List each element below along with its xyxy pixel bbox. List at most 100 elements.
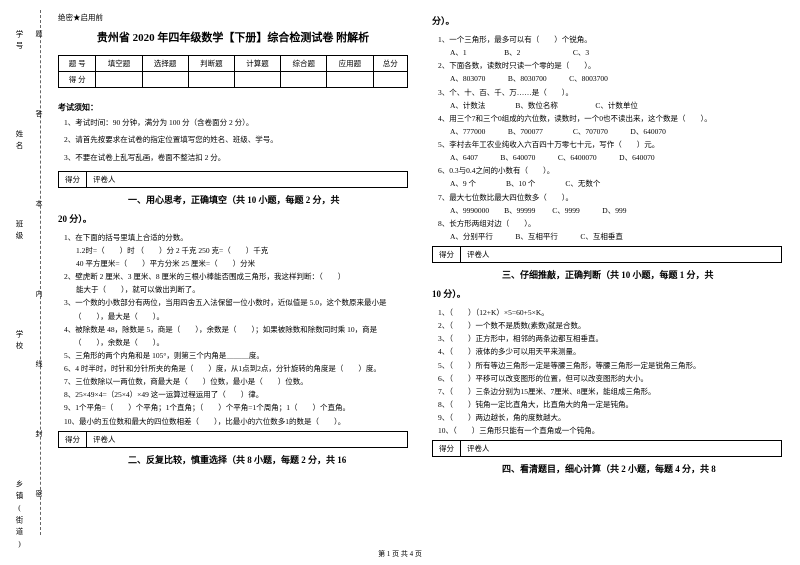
seal-hint-1: 答: [34, 110, 44, 123]
th-choice: 选择题: [142, 56, 188, 72]
question-item: 2、（ ）一个数不是质数(素数)就是合数。: [438, 319, 782, 332]
th-app: 应用题: [327, 56, 373, 72]
question-item: 1、（ ）（12+K）×5=60+5×K。: [438, 306, 782, 319]
question-item: 6、（ ）平移可以改变图形的位置，但可以改变图形的大小。: [438, 372, 782, 385]
table-row: 题 号 填空题 选择题 判断题 计算题 综合题 应用题 总分: [59, 56, 408, 72]
page-root: 学号 姓名 班级 学校 乡镇(街道) 题 答 本 内 线 封 密 绝密★启用前 …: [0, 0, 800, 565]
section-2-title-cont: 分）。: [432, 14, 782, 27]
field-label-student-id: 学号: [14, 30, 25, 53]
th-calc: 计算题: [234, 56, 280, 72]
table-row: 得 分: [59, 72, 408, 88]
score-summary-table: 题 号 填空题 选择题 判断题 计算题 综合题 应用题 总分 得 分: [58, 55, 408, 88]
secret-label: 绝密★启用前: [58, 12, 408, 23]
question-options: A、9 个 B、10 个 C、无数个: [450, 177, 782, 190]
td-blank: [327, 72, 373, 88]
exam-title: 贵州省 2020 年四年级数学【下册】综合检测试卷 附解析: [58, 29, 408, 45]
question-item: 3、（ ）正方形中，相邻的两条边都互相垂直。: [438, 332, 782, 345]
notice-heading: 考试须知：: [58, 102, 408, 113]
notice-item: 1、考试时间：90 分钟，满分为 100 分（含卷面分 2 分）。: [64, 116, 408, 130]
question-item: 2、壁虎断 2 厘米、3 厘米、8 厘米的三根小棒能否围成三角形，我这样判断：（…: [64, 270, 408, 283]
question-options: A、777000 B、700077 C、707070 D、640070: [450, 125, 782, 138]
td-blank: [188, 72, 234, 88]
field-label-school: 学校: [14, 330, 25, 353]
question-options: A、1 B、2 C、3: [450, 46, 782, 59]
question-item: 10、最小的五位数和最大的四位数相差（ ），比最小的六位数多1的数是（ ）。: [64, 415, 408, 428]
question-item: 4、被除数是 48，除数是 5，商是（ ），余数是（ ）；如果被除数和除数同时乘…: [64, 323, 408, 349]
score-label: 得分: [59, 172, 87, 187]
seal-hint-2: 本: [34, 200, 44, 213]
question-item: 9、1个平角=（ ）个平角；1个直角；（ ）个平角=1个周角；1（ ）个直角。: [64, 401, 408, 414]
score-label: 得分: [433, 441, 461, 456]
grader-label: 评卷人: [461, 441, 496, 456]
field-label-town: 乡镇(街道): [14, 480, 25, 552]
question-item: 5、三角形的两个内角和是 105°，则第三个内角是＿＿＿度。: [64, 349, 408, 362]
question-item: 4、用三个7和三个0组成的六位数，读数时，一个0也不读出来，这个数是（ ）。: [438, 112, 782, 125]
question-options: A、9990000 B、99999 C、9999 D、999: [450, 204, 782, 217]
question-sub: 能大于（ ），就可以做出判断了。: [76, 283, 408, 296]
right-column: 分）。 1、一个三角形，最多可以有（ ）个锐角。 A、1 B、2 C、3 2、下…: [432, 12, 782, 565]
th-fill: 填空题: [96, 56, 142, 72]
seal-hint-6: 密: [34, 490, 44, 503]
question-item: 8、长方形两组对边（ ）。: [438, 217, 782, 230]
th-comp: 综合题: [281, 56, 327, 72]
question-sub: 40 平方厘米=（ ）平方分米 25 厘米=（ ）分米: [76, 257, 408, 270]
score-label: 得分: [433, 247, 461, 262]
question-item: 1、一个三角形，最多可以有（ ）个锐角。: [438, 33, 782, 46]
seal-hint-0: 题: [34, 30, 44, 43]
notice-item: 2、请首先按要求在试卷的指定位置填写您的姓名、班级、学号。: [64, 133, 408, 147]
question-options: A、6407 B、640070 C、6400070 D、640070: [450, 151, 782, 164]
question-item: 4、（ ）液体的多少可以用天平来测量。: [438, 345, 782, 358]
question-options: A、计数法 B、数位名称 C、计数单位: [450, 99, 782, 112]
td-blank: [281, 72, 327, 88]
section-3-title-cont: 10 分）。: [432, 287, 782, 300]
page-footer: 第 1 页 共 4 页: [0, 549, 800, 559]
section-score-box: 得分 评卷人: [58, 171, 408, 188]
content-columns: 绝密★启用前 贵州省 2020 年四年级数学【下册】综合检测试卷 附解析 题 号…: [48, 0, 800, 565]
question-item: 3、一个数的小数部分有两位，当用四舍五入法保留一位小数时，近似值是 5.0，这个…: [64, 296, 408, 322]
section-score-box: 得分 评卷人: [432, 440, 782, 457]
section-1-title: 一、用心思考，正确填空（共 10 小题，每题 2 分，共: [58, 193, 408, 206]
seal-hint-5: 封: [34, 430, 44, 443]
question-options: A、分别平行 B、互相平行 C、互相垂直: [450, 230, 782, 243]
td-score-label: 得 分: [59, 72, 96, 88]
question-item: 7、三位数除以一两位数，商最大是（ ）位数，最小是（ ）位数。: [64, 375, 408, 388]
td-blank: [142, 72, 188, 88]
td-blank: [373, 72, 408, 88]
grader-label: 评卷人: [461, 247, 496, 262]
question-item: 8、（ ）钝角一定比直角大，比直角大的角一定是钝角。: [438, 398, 782, 411]
question-item: 9、（ ）两边越长，角的度数越大。: [438, 411, 782, 424]
td-blank: [96, 72, 142, 88]
th-judge: 判断题: [188, 56, 234, 72]
section-score-box: 得分 评卷人: [58, 431, 408, 448]
seal-hint-4: 线: [34, 360, 44, 373]
score-label: 得分: [59, 432, 87, 447]
question-item: 5、李村去年工农业纯收入六百四十万零七十元，写作（ ）元。: [438, 138, 782, 151]
question-item: 5、（ ）所有等边三角形一定是等腰三角形，等腰三角形一定是锐角三角形。: [438, 359, 782, 372]
seal-hint-3: 内: [34, 290, 44, 303]
question-item: 1、在下面的括号里填上合适的分数。: [64, 231, 408, 244]
field-label-name: 姓名: [14, 130, 25, 153]
notice-item: 3、不要在试卷上乱写乱画，卷面不整洁扣 2 分。: [64, 151, 408, 165]
question-options: A、803070 B、8030700 C、8003700: [450, 72, 782, 85]
section-1-title-cont: 20 分）。: [58, 212, 408, 225]
section-2-title: 二、反复比较，慎重选择（共 8 小题，每题 2 分，共 16: [58, 453, 408, 466]
th-total: 总分: [373, 56, 408, 72]
field-label-class: 班级: [14, 220, 25, 243]
section-score-box: 得分 评卷人: [432, 246, 782, 263]
grader-label: 评卷人: [87, 432, 122, 447]
question-item: 6、4 时半时，时针和分针所夹的角是（ ）度，从1点到2点，分针旋转的角度是（ …: [64, 362, 408, 375]
th-num: 题 号: [59, 56, 96, 72]
td-blank: [234, 72, 280, 88]
grader-label: 评卷人: [87, 172, 122, 187]
left-column: 绝密★启用前 贵州省 2020 年四年级数学【下册】综合检测试卷 附解析 题 号…: [58, 12, 408, 565]
question-item: 2、下面各数，读数时只读一个零的是（ ）。: [438, 59, 782, 72]
binding-strip: 学号 姓名 班级 学校 乡镇(街道) 题 答 本 内 线 封 密: [0, 0, 48, 565]
question-item: 6、0.3与0.4之间的小数有（ ）。: [438, 164, 782, 177]
question-item: 7、最大七位数比最大四位数多（ ）。: [438, 191, 782, 204]
question-item: 10、（ ）三角形只能有一个直角或一个钝角。: [438, 424, 782, 437]
section-4-title: 四、看清题目，细心计算（共 2 小题，每题 4 分，共 8: [432, 462, 782, 475]
question-item: 8、25×49×4=（25×4）×49 这一运算过程运用了（ ）律。: [64, 388, 408, 401]
question-item: 7、（ ）三条边分别为15厘米、7厘米、8厘米，能组成三角形。: [438, 385, 782, 398]
question-item: 3、个、十、百、千、万……是（ ）。: [438, 86, 782, 99]
question-sub: 1.2时=（ ）时 （ ）分 2 千克 250 克=（ ）千克: [76, 244, 408, 257]
